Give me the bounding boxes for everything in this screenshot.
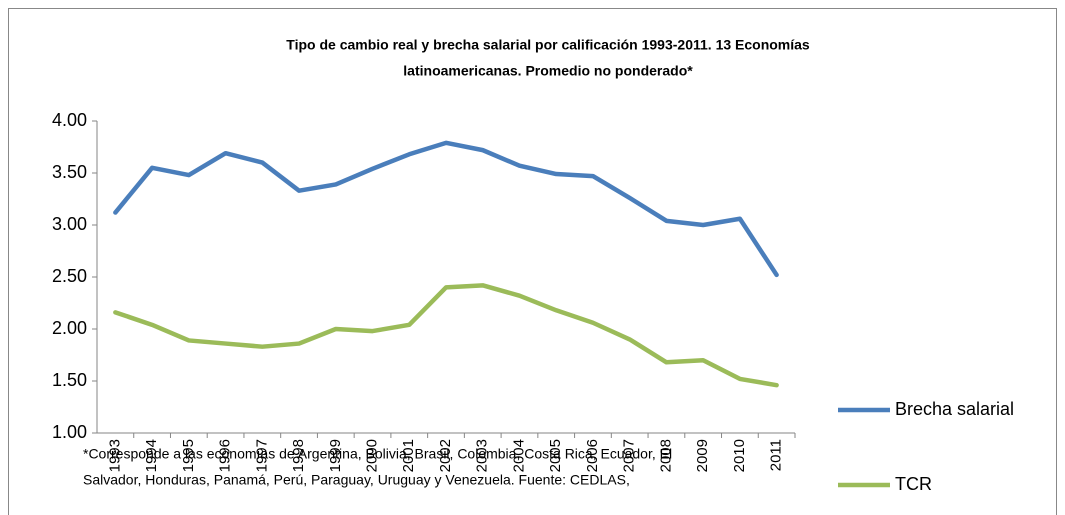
y-tick-label: 3.00 xyxy=(52,214,87,234)
x-tick-label: 2004 xyxy=(510,439,527,472)
x-tick-label: 2007 xyxy=(621,439,638,472)
y-tick-label: 2.00 xyxy=(52,318,87,338)
legend-label: TCR xyxy=(895,474,932,494)
x-tick-label: 2011 xyxy=(768,439,785,471)
legend-label: Brecha salarial xyxy=(895,399,1014,419)
y-tick-label: 4.00 xyxy=(52,110,87,130)
footnote: *Corresponde a las economías de Argentin… xyxy=(83,446,672,462)
x-tick-label: 1998 xyxy=(290,439,307,472)
y-tick-label: 1.00 xyxy=(52,422,87,442)
x-tick-label: 2002 xyxy=(437,439,454,472)
x-tick-label: 2001 xyxy=(400,439,417,472)
x-tick-label: 2006 xyxy=(584,439,601,472)
x-tick-label: 1995 xyxy=(180,439,197,472)
chart-title: latinoamericanas. Promedio no ponderado* xyxy=(403,63,693,79)
y-tick-label: 2.50 xyxy=(52,266,87,286)
chart-border xyxy=(8,8,1057,515)
footnote: Salvador, Honduras, Panamá, Perú, Paragu… xyxy=(83,472,630,488)
x-tick-label: 2005 xyxy=(547,439,564,472)
chart-title: Tipo de cambio real y brecha salarial po… xyxy=(286,37,810,53)
x-tick-label: 2008 xyxy=(657,439,674,472)
x-tick-label: 1996 xyxy=(217,439,234,472)
x-tick-label: 1993 xyxy=(106,439,123,472)
x-tick-label: 1999 xyxy=(327,439,344,472)
series-line xyxy=(113,140,779,278)
series-line xyxy=(113,283,779,388)
x-tick-label: 1994 xyxy=(143,439,160,472)
y-tick-label: 3.50 xyxy=(52,162,87,182)
x-tick-label: 2003 xyxy=(474,439,491,472)
y-tick-label: 1.50 xyxy=(52,370,87,390)
x-tick-label: 1997 xyxy=(253,439,270,472)
x-tick-label: 2009 xyxy=(694,439,711,472)
x-tick-label: 2000 xyxy=(363,439,380,472)
x-tick-label: 2010 xyxy=(731,439,748,472)
